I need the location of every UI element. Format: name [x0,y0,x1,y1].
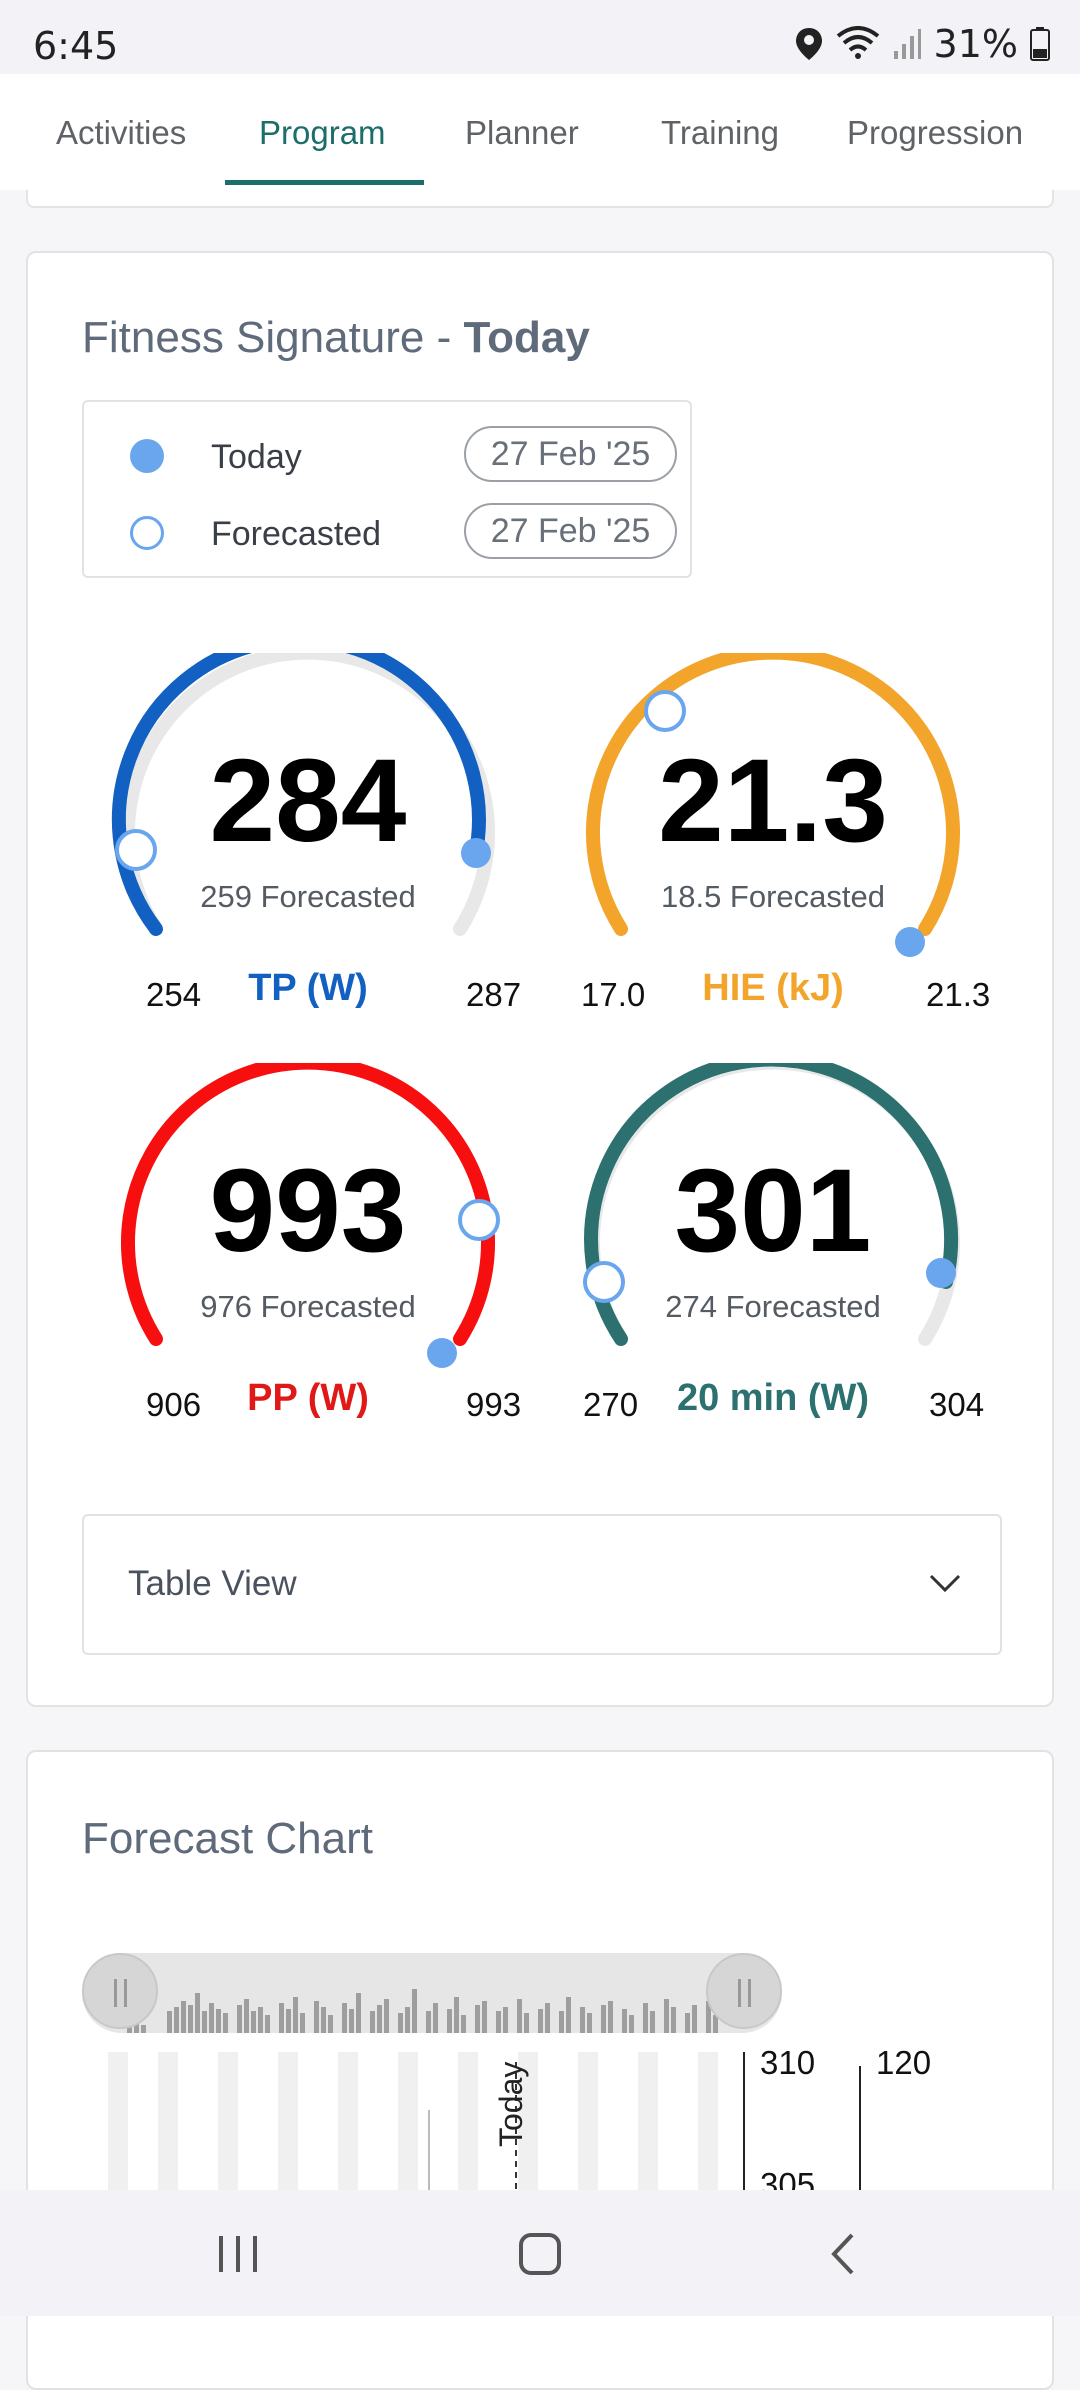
gauge-value: 301 [674,1145,872,1277]
tab-training[interactable]: Training [661,114,779,151]
forecast-marker [644,690,686,732]
gauge-min: 270 [583,1386,639,1423]
gauge-min: 906 [146,1386,202,1423]
legend-today: Today 27 Feb '25 [84,426,690,486]
tab-program[interactable]: Program [259,114,386,151]
forecast-plot-area [108,2052,861,2192]
forecast-marker [583,1261,625,1303]
today-line-label: Today [493,2061,529,2147]
signal-icon [893,29,921,59]
legend-box: Today 27 Feb '25 Forecasted 27 Feb '25 [82,400,692,578]
gauge-max: 21.3 [926,976,991,1013]
today-marker [427,1338,457,1368]
top-tabs: Activities Program Planner Training Prog… [0,74,1080,190]
gauge-label: HIE (kJ) [702,967,844,1009]
previous-card-edge [26,190,1054,208]
status-time: 6:45 [33,24,119,68]
back-icon[interactable] [828,2232,858,2276]
gauge-min: 254 [146,976,202,1013]
gauge-value: 993 [209,1145,407,1277]
legend-forecasted-label: Forecasted [211,515,382,553]
range-handle-left[interactable] [82,1953,158,2029]
forecast-chart-title: Forecast Chart [82,1814,373,1863]
gauge-forecast: 18.5 Forecasted [660,879,886,914]
today-marker [926,1258,956,1288]
title-prefix: Fitness Signature - [82,313,464,362]
home-icon[interactable] [518,2232,562,2276]
range-handle-right[interactable] [706,1953,782,2029]
forecast-marker [458,1199,500,1241]
gauge-tp: 284 259 Forecasted 254 TP (W) 287 [98,653,522,1013]
gauge-max: 993 [466,1386,522,1423]
gauge-max: 287 [466,976,522,1013]
chevron-down-icon [929,1574,961,1593]
range-overview-chart [127,1989,718,2033]
gauge-value: 21.3 [658,735,888,867]
gauge-hie: 21.3 18.5 Forecasted 17.0 HIE (kJ) 21.3 [563,653,990,1013]
title-bold: Today [463,313,590,362]
forecast-marker [115,829,157,871]
legend-forecasted: Forecasted 27 Feb '25 [84,503,690,563]
today-dot-icon [130,439,164,473]
table-view-accordion[interactable]: Table View [82,1514,1002,1655]
status-icons: 31% [794,22,1050,66]
y2-tick-label: 120 [876,2044,932,2081]
wifi-icon [836,26,879,59]
today-marker [895,927,925,957]
table-view-label: Table View [128,1564,297,1603]
gauge-label: TP (W) [248,967,368,1009]
active-tab-indicator [225,180,424,185]
gauge-max: 304 [929,1386,985,1423]
gauge-forecast: 259 Forecasted [200,879,416,914]
gauge-20min: 301 274 Forecasted 270 20 min (W) 304 [563,1063,985,1423]
gauge-label: PP (W) [247,1377,369,1419]
today-date-pill[interactable]: 27 Feb '25 [464,426,677,482]
forecast-date-pill[interactable]: 27 Feb '25 [464,503,677,559]
tab-activities[interactable]: Activities [56,114,187,151]
system-nav-bar [0,2190,1080,2316]
fitness-signature-title: Fitness Signature - Today [82,313,590,363]
location-icon [795,28,822,60]
status-bar: 6:45 31% [0,0,1080,74]
gauge-forecast: 976 Forecasted [200,1289,416,1324]
fitness-signature-card: Fitness Signature - Today Today 27 Feb '… [26,251,1054,1707]
tab-progression[interactable]: Progression [847,114,1024,151]
gauge-value: 284 [209,735,407,867]
recent-apps-icon[interactable] [216,2234,260,2274]
forecast-ring-icon [130,516,164,550]
y-tick-label: 310 [760,2044,816,2081]
tab-planner[interactable]: Planner [465,114,579,151]
gauge-pp: 993 976 Forecasted 906 PP (W) 993 [98,1063,522,1423]
legend-today-label: Today [211,438,302,476]
gauge-label: 20 min (W) [676,1377,870,1419]
battery-icon [1030,27,1050,61]
range-slider-track[interactable] [82,1953,782,2033]
gauge-forecast: 274 Forecasted [665,1289,881,1324]
today-marker [461,838,491,868]
battery-percent: 31% [933,22,1018,66]
gauge-min: 17.0 [581,976,646,1013]
